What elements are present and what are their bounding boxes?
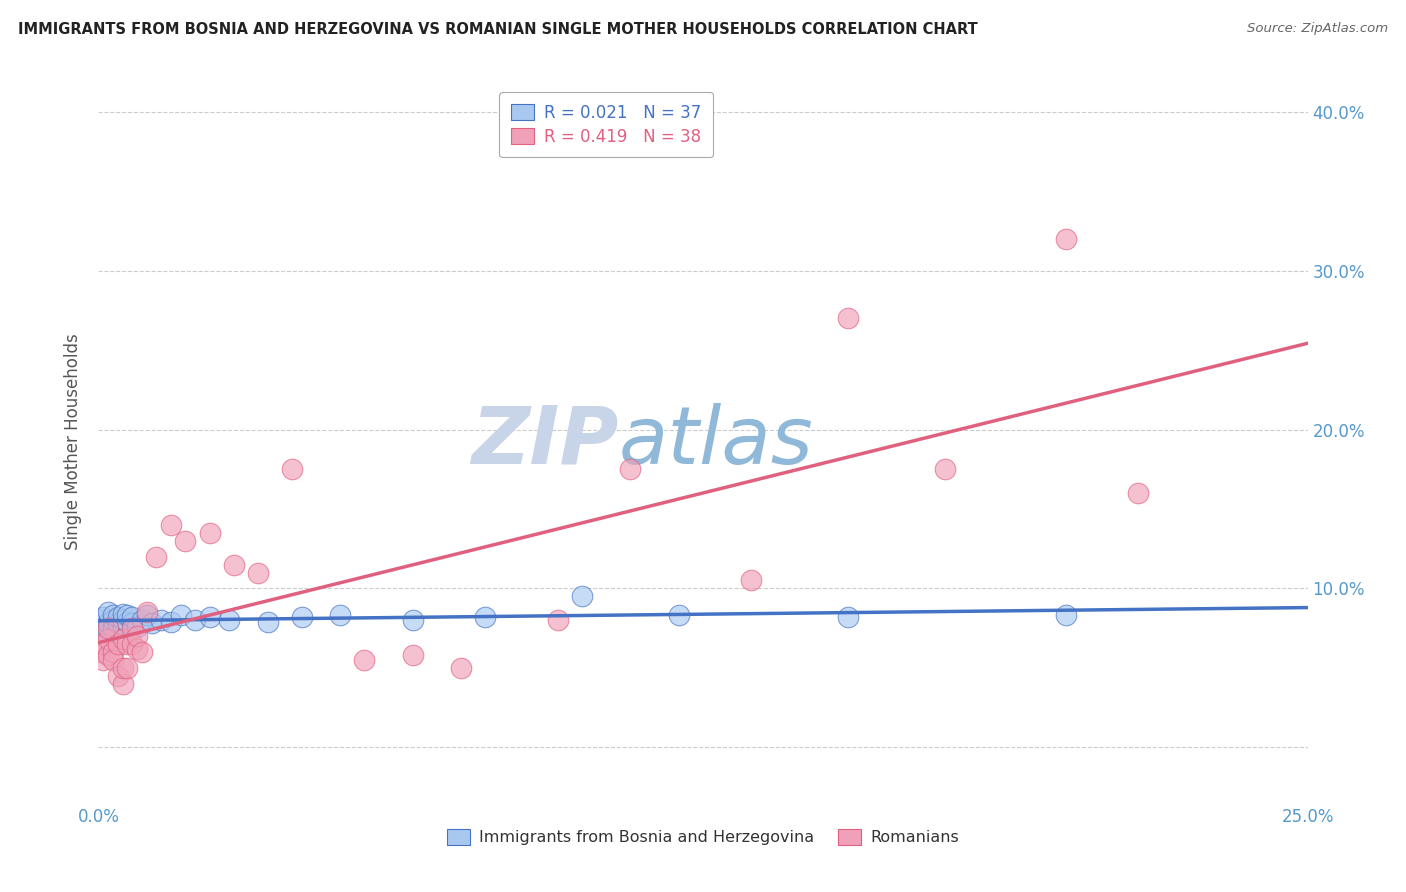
Point — [117, 615, 139, 629]
Point — [198, 525, 221, 540]
Point — [121, 621, 143, 635]
Point — [97, 632, 120, 647]
Point — [740, 574, 762, 588]
Point — [1054, 608, 1077, 623]
Point — [329, 608, 352, 623]
Point — [121, 637, 143, 651]
Point — [619, 462, 641, 476]
Point — [111, 613, 134, 627]
Point — [101, 653, 124, 667]
Point — [290, 610, 312, 624]
Point — [402, 648, 425, 662]
Point — [107, 637, 129, 651]
Point — [160, 615, 183, 629]
Point — [117, 608, 139, 623]
Point — [135, 608, 157, 623]
Point — [97, 605, 120, 619]
Point — [450, 661, 472, 675]
Point — [174, 533, 197, 548]
Point — [127, 641, 149, 656]
Point — [127, 629, 149, 643]
Point — [97, 621, 120, 635]
Text: atlas: atlas — [619, 402, 813, 481]
Point — [111, 632, 134, 647]
Point — [127, 619, 149, 633]
Point — [97, 616, 120, 631]
Point — [87, 621, 110, 635]
Point — [135, 605, 157, 619]
Point — [474, 610, 496, 624]
Point — [218, 613, 240, 627]
Point — [547, 613, 569, 627]
Point — [837, 311, 859, 326]
Point — [101, 608, 124, 623]
Point — [101, 645, 124, 659]
Text: IMMIGRANTS FROM BOSNIA AND HERZEGOVINA VS ROMANIAN SINGLE MOTHER HOUSEHOLDS CORR: IMMIGRANTS FROM BOSNIA AND HERZEGOVINA V… — [18, 22, 979, 37]
Point — [131, 613, 153, 627]
Point — [934, 462, 956, 476]
Point — [117, 637, 139, 651]
Point — [160, 517, 183, 532]
Point — [107, 669, 129, 683]
Point — [668, 608, 690, 623]
Point — [111, 619, 134, 633]
Point — [571, 590, 593, 604]
Point — [837, 610, 859, 624]
Point — [87, 645, 110, 659]
Point — [141, 616, 163, 631]
Point — [1128, 486, 1150, 500]
Point — [131, 645, 153, 659]
Point — [97, 648, 120, 662]
Point — [256, 615, 278, 629]
Point — [121, 616, 143, 631]
Point — [121, 610, 143, 624]
Point — [198, 610, 221, 624]
Point — [281, 462, 304, 476]
Point — [97, 626, 120, 640]
Point — [184, 613, 207, 627]
Point — [101, 613, 124, 627]
Text: ZIP: ZIP — [471, 402, 619, 481]
Point — [145, 549, 167, 564]
Point — [107, 616, 129, 631]
Point — [111, 607, 134, 621]
Point — [91, 613, 114, 627]
Point — [150, 613, 173, 627]
Point — [111, 661, 134, 675]
Text: Source: ZipAtlas.com: Source: ZipAtlas.com — [1247, 22, 1388, 36]
Point — [91, 637, 114, 651]
Point — [107, 610, 129, 624]
Legend: Immigrants from Bosnia and Herzegovina, Romanians: Immigrants from Bosnia and Herzegovina, … — [447, 830, 959, 846]
Point — [169, 608, 191, 623]
Point — [117, 661, 139, 675]
Point — [247, 566, 270, 580]
Point — [111, 676, 134, 690]
Point — [402, 613, 425, 627]
Point — [91, 653, 114, 667]
Y-axis label: Single Mother Households: Single Mother Households — [65, 334, 83, 549]
Point — [101, 621, 124, 635]
Point — [1054, 232, 1077, 246]
Point — [91, 610, 114, 624]
Point — [353, 653, 375, 667]
Point — [222, 558, 245, 572]
